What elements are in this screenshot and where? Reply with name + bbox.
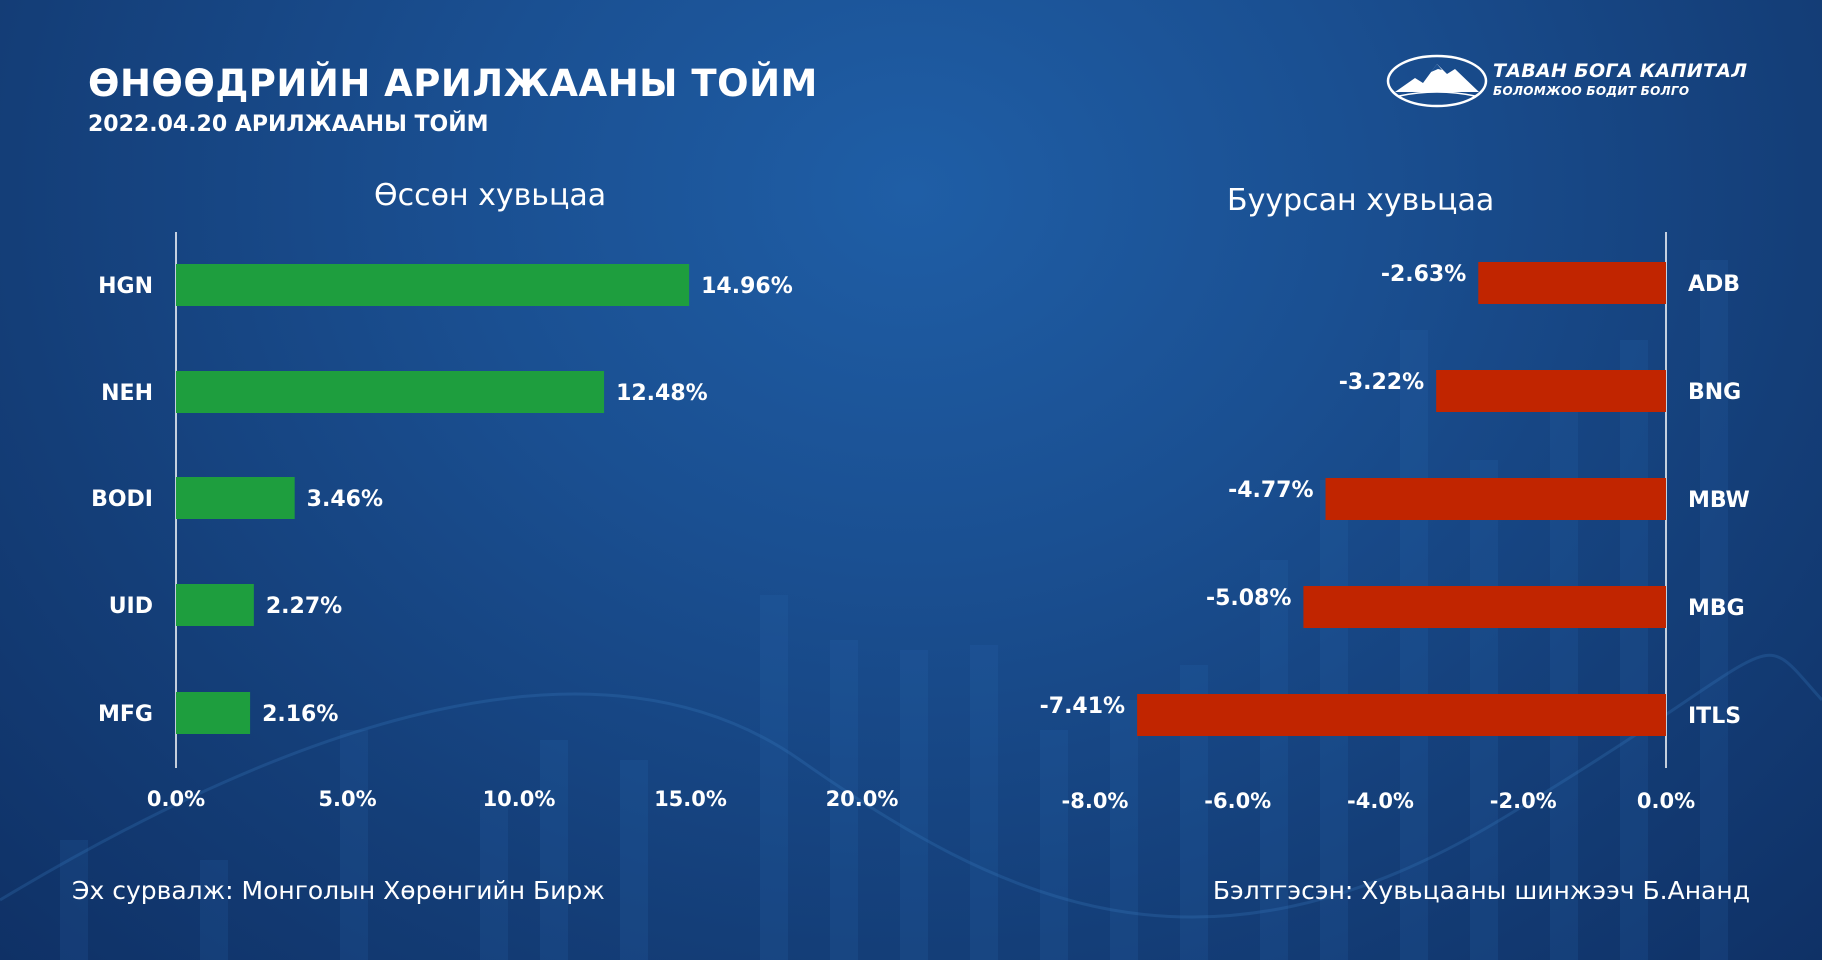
gainers-category-label: BODI xyxy=(91,487,153,512)
gainers-bar xyxy=(176,692,251,734)
gainers-bar xyxy=(176,477,295,519)
gainers-x-tick: 10.0% xyxy=(483,787,556,811)
gainers-bar xyxy=(176,264,690,306)
logo-company-name: ТАВАН БОГА КАПИТАЛ xyxy=(1493,60,1748,82)
gainers-chart-title: Өссөн хувьцаа xyxy=(374,178,607,213)
losers-bar xyxy=(1303,586,1666,628)
losers-value-label: -7.41% xyxy=(1040,694,1125,719)
losers-x-tick: -2.0% xyxy=(1490,789,1557,813)
gainers-x-tick: 15.0% xyxy=(654,787,727,811)
losers-category-label: ITLS xyxy=(1688,704,1741,729)
logo-tagline: БОЛОМЖОО БОДИТ БОЛГО xyxy=(1493,84,1690,98)
gainers-x-tick: 5.0% xyxy=(318,787,376,811)
losers-x-tick: -4.0% xyxy=(1347,789,1414,813)
gainers-category-label: NEH xyxy=(101,381,153,406)
losers-chart-title: Буурсан хувьцаа xyxy=(1227,183,1495,218)
gainers-bar xyxy=(176,584,254,626)
page-subtitle: 2022.04.20 АРИЛЖААНЫ ТОЙМ xyxy=(88,112,489,137)
gainers-category-label: MFG xyxy=(98,702,153,727)
losers-bar xyxy=(1325,478,1666,520)
losers-category-label: MBG xyxy=(1688,596,1745,621)
author-note: Бэлтгэсэн: Хувьцааны шинжээч Б.Ананд xyxy=(1212,876,1750,905)
company-logo: ТАВАН БОГА КАПИТАЛ БОЛОМЖОО БОДИТ БОЛГО xyxy=(1385,52,1748,112)
gainers-x-tick: 0.0% xyxy=(147,787,205,811)
page-title: ӨНӨӨДРИЙН АРИЛЖААНЫ ТОЙМ xyxy=(88,62,818,105)
gainers-value-label: 3.46% xyxy=(307,487,383,512)
losers-value-label: -5.08% xyxy=(1206,586,1291,611)
mountain-logo-icon xyxy=(1386,54,1488,108)
gainers-value-label: 2.16% xyxy=(262,702,338,727)
losers-value-label: -3.22% xyxy=(1339,370,1424,395)
losers-value-label: -2.63% xyxy=(1381,262,1466,287)
gainers-bar xyxy=(176,371,605,413)
losers-x-tick: 0.0% xyxy=(1637,789,1695,813)
gainers-category-label: HGN xyxy=(98,274,153,299)
losers-x-tick: -8.0% xyxy=(1062,789,1129,813)
gainers-value-label: 14.96% xyxy=(701,274,793,299)
losers-bar xyxy=(1137,694,1666,736)
losers-bar xyxy=(1478,262,1666,304)
losers-category-label: ADB xyxy=(1688,272,1740,297)
gainers-x-tick: 20.0% xyxy=(826,787,899,811)
losers-value-label: -4.77% xyxy=(1228,478,1313,503)
gainers-value-label: 2.27% xyxy=(266,594,342,619)
losers-category-label: BNG xyxy=(1688,380,1741,405)
losers-x-tick: -6.0% xyxy=(1204,789,1271,813)
losers-bar xyxy=(1436,370,1666,412)
gainers-value-label: 12.48% xyxy=(616,381,708,406)
source-note: Эх сурвалж: Монголын Хөрөнгийн Бирж xyxy=(72,876,605,905)
gainers-category-label: UID xyxy=(109,594,153,619)
losers-category-label: MBW xyxy=(1688,488,1750,513)
